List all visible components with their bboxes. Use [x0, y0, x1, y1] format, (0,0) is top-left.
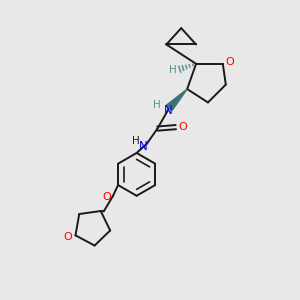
Text: H: H	[132, 136, 140, 146]
Text: O: O	[225, 57, 234, 67]
Text: H: H	[169, 65, 177, 75]
Text: H: H	[153, 100, 161, 110]
Polygon shape	[167, 89, 187, 110]
Text: N: N	[164, 104, 172, 117]
Text: O: O	[102, 192, 111, 202]
Text: O: O	[64, 232, 72, 242]
Text: O: O	[178, 122, 187, 132]
Text: N: N	[139, 140, 148, 153]
